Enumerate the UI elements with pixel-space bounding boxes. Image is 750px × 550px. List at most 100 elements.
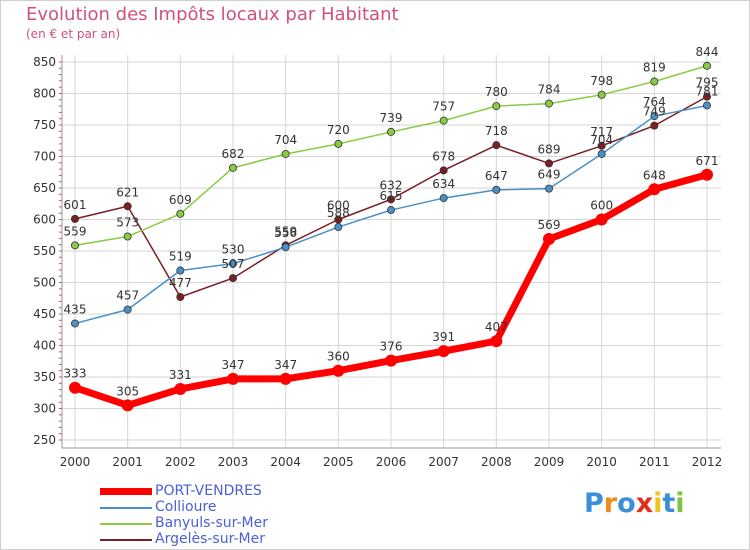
- logo-letter: t: [662, 488, 676, 519]
- data-point: [123, 232, 132, 241]
- data-point: [281, 149, 290, 158]
- logo-letter: P: [584, 488, 604, 519]
- data-label: 621: [116, 185, 139, 199]
- data-point: [492, 102, 501, 111]
- data-label: 678: [432, 149, 455, 163]
- data-point: [123, 305, 132, 314]
- data-point: [543, 233, 555, 246]
- data-point: [228, 163, 237, 172]
- data-point: [703, 61, 712, 70]
- data-label: 600: [590, 199, 613, 213]
- data-point: [701, 168, 713, 181]
- data-point: [492, 141, 501, 150]
- legend-swatch-collioure: [100, 507, 152, 509]
- data-label: 780: [485, 85, 508, 99]
- data-point: [386, 195, 395, 204]
- data-point: [71, 319, 80, 328]
- data-label: 507: [222, 257, 245, 271]
- data-point: [650, 121, 659, 130]
- data-label: 457: [116, 289, 139, 303]
- y-tick-label: 500: [33, 276, 56, 290]
- data-point: [281, 243, 290, 252]
- x-tick-label: 2008: [481, 455, 512, 469]
- data-label: 784: [538, 83, 561, 97]
- data-point: [650, 112, 659, 121]
- data-point: [69, 381, 81, 394]
- data-label: 556: [274, 226, 297, 240]
- proxiti-logo[interactable]: Proxiti: [584, 488, 685, 519]
- data-label: 720: [327, 123, 350, 137]
- data-label: 573: [116, 216, 139, 230]
- data-label: 704: [590, 133, 613, 147]
- data-point: [597, 90, 606, 99]
- logo-letter: x: [635, 488, 654, 519]
- data-label: 798: [590, 74, 613, 88]
- data-label: 347: [274, 358, 297, 372]
- data-point: [228, 274, 237, 283]
- data-label: 689: [538, 142, 561, 156]
- data-point: [386, 127, 395, 136]
- data-point: [492, 185, 501, 194]
- y-tick-label: 750: [33, 118, 56, 132]
- data-label: 649: [538, 168, 561, 182]
- data-label: 360: [327, 350, 350, 364]
- data-label: 781: [696, 84, 719, 98]
- y-tick-label: 450: [33, 307, 56, 321]
- y-tick-label: 650: [33, 181, 56, 195]
- data-label: 305: [116, 384, 139, 398]
- x-tick-label: 2006: [376, 455, 407, 469]
- data-label: 588: [327, 206, 350, 220]
- data-label: 569: [538, 218, 561, 232]
- data-label: 795: [696, 76, 719, 90]
- data-label: 757: [432, 100, 455, 114]
- x-tick-label: 2003: [218, 455, 249, 469]
- legend-label-banyuls: Banyuls-sur-Mer: [155, 515, 268, 531]
- x-tick-label: 2000: [60, 455, 91, 469]
- data-point: [385, 354, 397, 367]
- data-point: [437, 345, 450, 358]
- legend-swatch-port-vendres: [100, 488, 152, 495]
- data-label: 682: [222, 147, 245, 161]
- legend-label-argeles: Argelès-sur-Mer: [155, 531, 265, 547]
- data-point: [545, 159, 554, 168]
- data-point: [703, 92, 712, 101]
- data-point: [490, 335, 503, 348]
- logo-letter: o: [617, 488, 636, 519]
- y-tick-label: 600: [33, 213, 56, 227]
- data-label: 530: [222, 243, 245, 257]
- data-label: 601: [64, 198, 87, 212]
- x-tick-label: 2007: [428, 455, 459, 469]
- y-tick-label: 400: [33, 339, 56, 353]
- y-tick-label: 700: [33, 150, 56, 164]
- logo-letter: i: [675, 488, 685, 519]
- data-label: 477: [169, 276, 192, 290]
- legend-label-collioure: Collioure: [155, 499, 217, 515]
- data-point: [545, 184, 554, 193]
- data-label: 764: [643, 95, 666, 109]
- data-label: 559: [64, 224, 87, 238]
- data-label: 600: [327, 199, 350, 213]
- logo-letter: r: [603, 488, 618, 519]
- x-tick-label: 2012: [692, 455, 723, 469]
- legend-label-port-vendres: PORT-VENDRES: [155, 483, 262, 499]
- data-label: 647: [485, 169, 508, 183]
- data-point: [174, 382, 187, 395]
- data-point: [121, 399, 134, 412]
- chart-title: Evolution des Impôts locaux par Habitant: [26, 4, 399, 25]
- data-label: 634: [432, 177, 455, 191]
- data-point: [334, 139, 343, 148]
- data-point: [545, 99, 554, 108]
- data-label: 615: [380, 189, 403, 203]
- data-label: 844: [696, 45, 719, 59]
- x-tick-label: 2011: [639, 455, 670, 469]
- data-point: [176, 266, 185, 275]
- data-point: [228, 259, 237, 268]
- y-tick-label: 550: [33, 244, 56, 258]
- data-point: [650, 77, 659, 86]
- data-label: 407: [485, 320, 508, 334]
- data-point: [439, 116, 448, 125]
- data-label: 347: [222, 358, 245, 372]
- data-label: 519: [169, 250, 192, 264]
- data-point: [227, 372, 239, 385]
- data-point: [597, 149, 606, 158]
